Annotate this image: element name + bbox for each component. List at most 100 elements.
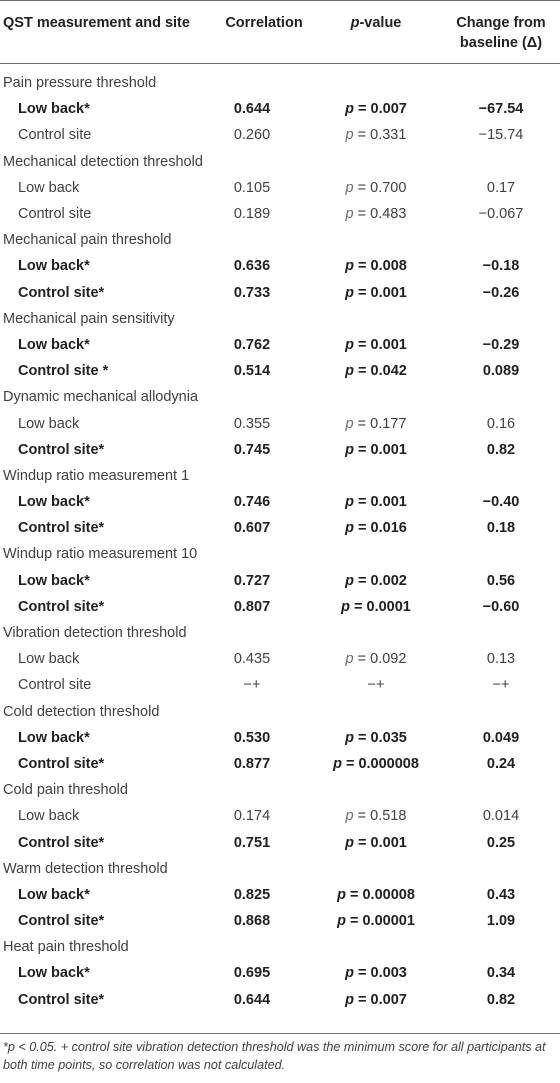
table-row: Control site* 0.807 p = 0.0001 −0.60	[0, 594, 560, 620]
p-symbol: p	[345, 415, 354, 432]
site-label: Low back	[18, 179, 80, 196]
table-row: Low back 0.105 p = 0.700 0.17	[0, 175, 560, 201]
change-value: −0.18	[482, 258, 520, 275]
site-label: Low back*	[18, 336, 90, 353]
p-value: = 0.001	[354, 834, 407, 851]
p-value-cell: p = 0.001	[310, 437, 442, 463]
p-symbol: p	[345, 179, 354, 196]
p-value: = 0.007	[354, 101, 407, 118]
header-change-line1: Change from	[456, 15, 546, 31]
correlation-value: 0.607	[233, 520, 271, 537]
group-label: Vibration detection threshold	[3, 625, 187, 642]
change-value: 0.56	[486, 572, 516, 589]
change-value: −0.067	[478, 206, 524, 223]
change-value: 0.18	[486, 520, 516, 537]
change-value: 0.014	[482, 808, 520, 825]
site-label: Control site *	[18, 363, 109, 380]
p-symbol: p	[345, 284, 355, 301]
correlation-value: 0.355	[233, 415, 271, 432]
p-value-cell: −+	[310, 672, 442, 698]
p-value-cell: p = 0.092	[310, 646, 442, 672]
p-value: = 0.016	[354, 520, 407, 537]
table-row: Control site* 0.868 p = 0.00001 1.09	[0, 908, 560, 934]
p-value-cell: p = 0.331	[310, 122, 442, 148]
group-label: Mechanical pain sensitivity	[3, 310, 175, 327]
p-value: = 0.042	[354, 363, 407, 380]
p-value-cell: p = 0.00001	[310, 908, 442, 934]
site-label: Control site	[18, 206, 92, 223]
group-label: Warm detection threshold	[3, 860, 168, 877]
p-value-cell: p = 0.042	[310, 358, 442, 384]
group-label: Windup ratio measurement 1	[3, 467, 190, 484]
p-value-cell: p = 0.016	[310, 515, 442, 541]
group-row: Vibration detection threshold	[0, 620, 560, 646]
table-row: Control site* 0.733 p = 0.001 −0.26	[0, 280, 560, 306]
correlation-value: 0.745	[233, 441, 271, 458]
table-row: Control site* 0.751 p = 0.001 0.25	[0, 829, 560, 855]
p-value-cell: p = 0.518	[310, 803, 442, 829]
group-label: Cold detection threshold	[3, 703, 160, 720]
change-value: −0.26	[482, 284, 520, 301]
site-label: Low back	[18, 808, 80, 825]
site-label: Low back*	[18, 886, 90, 903]
p-value: = 0.003	[354, 965, 407, 982]
p-value: = 0.001	[354, 441, 407, 458]
change-value: −0.60	[482, 598, 520, 615]
p-symbol: p	[333, 755, 342, 772]
group-row: Mechanical pain threshold	[0, 227, 560, 253]
change-value: 1.09	[486, 913, 516, 930]
p-value: = 0.001	[354, 336, 407, 353]
p-value-cell: p = 0.000008	[310, 751, 442, 777]
p-symbol: p	[345, 572, 355, 589]
p-value-cell: p = 0.008	[310, 253, 442, 279]
p-symbol: p	[345, 729, 355, 746]
header-change-from-baseline: Change from baseline (Δ)	[442, 0, 560, 64]
change-value: 0.34	[486, 965, 516, 982]
group-label: Mechanical pain threshold	[3, 232, 172, 249]
site-label: Low back	[18, 415, 80, 432]
site-label: Low back*	[18, 258, 90, 275]
table-row: Low back 0.435 p = 0.092 0.13	[0, 646, 560, 672]
change-value: 0.13	[486, 651, 516, 668]
p-value-cell: p = 0.001	[310, 332, 442, 358]
p-value: = 0.035	[354, 729, 407, 746]
group-label: Cold pain threshold	[3, 782, 128, 799]
change-value: −15.74	[478, 127, 524, 144]
change-value: −67.54	[478, 101, 524, 118]
table-row: Control site 0.189 p = 0.483 −0.067	[0, 201, 560, 227]
group-row: Windup ratio measurement 1	[0, 463, 560, 489]
p-value-cell: p = 0.007	[310, 987, 442, 1013]
group-label: Windup ratio measurement 10	[3, 546, 198, 563]
site-label: Control site*	[18, 598, 105, 615]
table-row: Low back* 0.644 p = 0.007 −67.54	[0, 96, 560, 122]
group-row: Windup ratio measurement 10	[0, 541, 560, 567]
change-value: 0.16	[486, 415, 516, 432]
correlation-value: 0.825	[233, 886, 271, 903]
correlation-value: 0.435	[233, 651, 271, 668]
table-row: Control site* 0.607 p = 0.016 0.18	[0, 515, 560, 541]
table-row: Low back* 0.727 p = 0.002 0.56	[0, 568, 560, 594]
correlation-value: 0.751	[233, 834, 271, 851]
site-label: Control site*	[18, 284, 105, 301]
site-label: Control site*	[18, 755, 105, 772]
change-value: −0.40	[482, 494, 520, 511]
p-value: = 0.700	[353, 179, 407, 196]
p-value-cell: p = 0.00008	[310, 882, 442, 908]
p-value-cell: p = 0.177	[310, 410, 442, 436]
p-symbol: p	[345, 834, 355, 851]
table-row: Low back* 0.695 p = 0.003 0.34	[0, 960, 560, 986]
header-measurement-site: QST measurement and site	[0, 0, 218, 64]
p-symbol: p	[345, 651, 354, 668]
group-row: Dynamic mechanical allodynia	[0, 384, 560, 410]
table-row: Low back* 0.762 p = 0.001 −0.29	[0, 332, 560, 358]
p-value: = 0.483	[353, 206, 407, 223]
header-p-value: p-value	[310, 0, 442, 64]
site-label: Control site*	[18, 913, 105, 930]
correlation-value: 0.174	[233, 808, 271, 825]
correlation-value: −+	[243, 677, 261, 694]
table-row: Control site * 0.514 p = 0.042 0.089	[0, 358, 560, 384]
correlation-value: 0.762	[233, 336, 271, 353]
p-value: −+	[367, 677, 385, 694]
correlation-value: 0.644	[233, 991, 271, 1008]
p-symbol: p	[345, 101, 355, 118]
